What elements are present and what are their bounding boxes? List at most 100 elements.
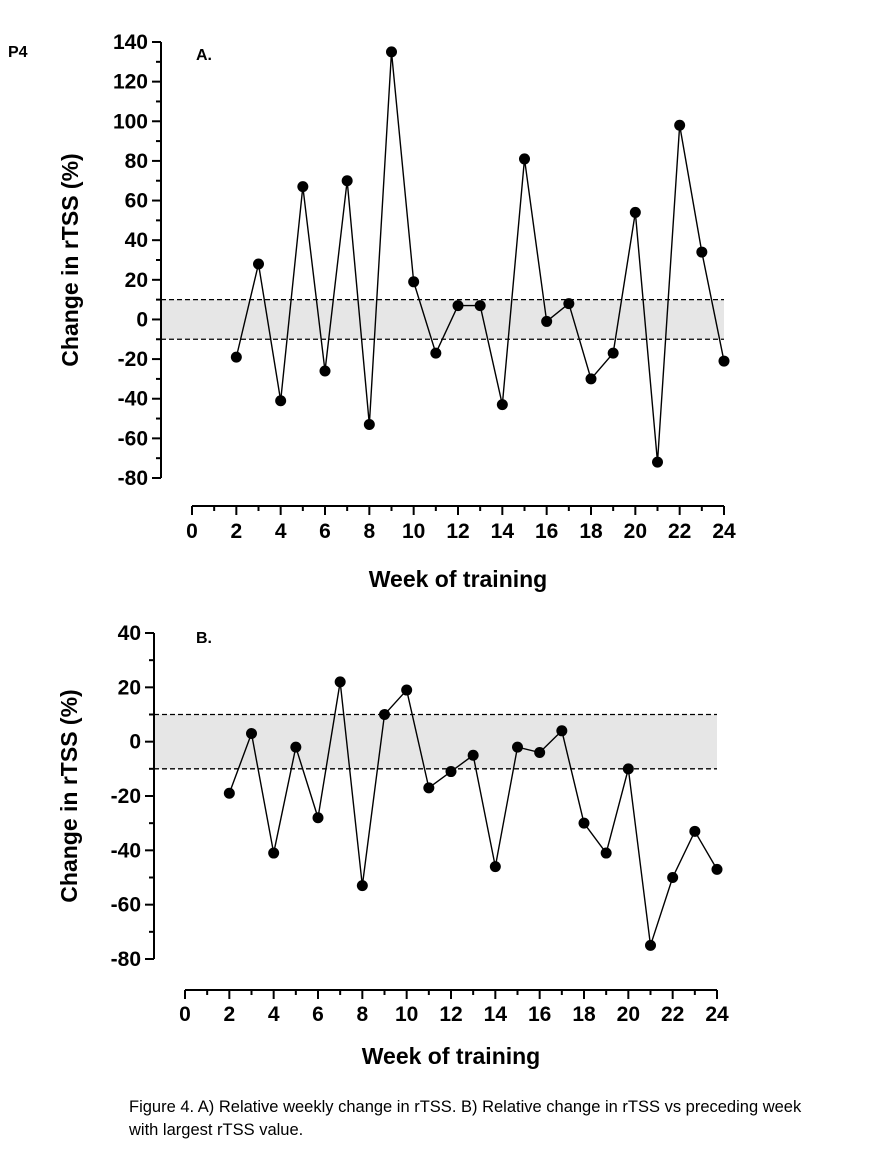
panel-a-data-point — [230, 351, 242, 363]
panel-a-y-tick-label: 20 — [125, 269, 148, 292]
panel-b-data-point — [312, 812, 324, 824]
panel-a-x-tick-label: 14 — [491, 520, 515, 543]
panel-b-x-tick-label: 22 — [661, 1003, 684, 1026]
panel-b-data-point — [711, 863, 723, 875]
panel-b-x-tick-label: 18 — [572, 1003, 596, 1026]
panel-a-x-tick-label: 4 — [275, 520, 287, 543]
panel-b-data-point — [489, 861, 501, 873]
panel-a-data-point — [275, 395, 287, 407]
panel-a-data-point — [607, 347, 619, 359]
panel-a-data-point — [496, 399, 508, 411]
panel-a-y-axis-title: Change in rTSS (%) — [57, 153, 83, 366]
panel-a-reference-band — [161, 299, 724, 340]
panel-a-data-point — [452, 300, 464, 312]
panel-a-y-tick-label: 140 — [113, 31, 148, 54]
panel-b-x-axis-title: Week of training — [362, 1043, 541, 1069]
panel-a-y-tick-label: -20 — [118, 348, 148, 371]
panel-b-data-point — [379, 709, 390, 720]
panel-a-y-tick-label: 0 — [136, 308, 148, 331]
panel-b-y-tick-label: 20 — [118, 676, 141, 699]
panel-b-data-point — [268, 847, 280, 859]
panel-b-label: B. — [196, 630, 212, 647]
panel-a-x-tick-label: 16 — [535, 520, 558, 543]
panel-a-data-point — [541, 315, 553, 327]
panel-a-y-tick-label: 40 — [125, 229, 148, 252]
page-label: P4 — [8, 44, 28, 61]
panel-a-data-point — [363, 418, 375, 430]
panel-b-data-point — [445, 766, 457, 778]
panel-a-x-tick-label: 8 — [363, 520, 375, 543]
panel-b-data-point — [667, 872, 679, 883]
panel-a-y-tick-label: -60 — [118, 427, 148, 450]
panel-b-data-point — [534, 747, 546, 759]
panel-a-data-point — [585, 373, 597, 385]
panel-b-x-tick-label: 10 — [395, 1003, 418, 1026]
panel-a-x-axis-title: Week of training — [369, 566, 548, 592]
panel-b-x-tick-label: 16 — [528, 1003, 551, 1026]
panel-b-data-point — [622, 763, 634, 775]
panel-b-x-tick-label: 4 — [268, 1003, 280, 1026]
panel-a-data-point — [297, 181, 309, 193]
panel-b-y-tick-label: -60 — [111, 894, 141, 917]
panel-b-x-tick-label: 8 — [356, 1003, 368, 1026]
panel-a-data-point — [696, 246, 708, 258]
panel-b-x-tick-label: 24 — [705, 1003, 729, 1026]
panel-b-y-axis-title: Change in rTSS (%) — [56, 689, 82, 902]
panel-b-data-point — [246, 728, 257, 740]
panel-b-data-point — [334, 676, 346, 688]
panel-b-data-point — [600, 847, 612, 859]
panel-b-x-tick-label: 20 — [617, 1003, 640, 1026]
panel-b-y-tick-label: 40 — [118, 622, 141, 645]
panel-a-x-tick-label: 6 — [319, 520, 331, 543]
panel-a-x-tick-label: 22 — [668, 520, 691, 543]
panel-a-y-tick-label: -80 — [118, 467, 148, 490]
panel-a-y-tick-label: 80 — [125, 150, 148, 173]
figure-caption: Figure 4. A) Relative weekly change in r… — [129, 1098, 802, 1139]
panel-b-data-point — [401, 684, 413, 696]
panel-a-label: A. — [196, 47, 212, 64]
panel-a-data-point — [341, 175, 353, 187]
panel-b-data-point — [512, 741, 523, 753]
panel-a-data-point — [408, 276, 420, 288]
panel-b-data-point — [645, 939, 656, 951]
panel-b-data-point — [578, 817, 590, 829]
panel-a-x-tick-label: 0 — [186, 520, 198, 543]
panel-b-y-tick-label: -20 — [111, 785, 141, 808]
panel-b-y-tick-label: 0 — [129, 731, 141, 754]
panel-a-x-tick-label: 2 — [230, 520, 242, 543]
panel-a-y-tick-label: -40 — [118, 388, 148, 411]
panel-a-y-tick-label: 60 — [125, 190, 148, 213]
panel-b-data-point — [223, 787, 235, 799]
panel-a-series-line — [235, 51, 725, 463]
panel-a-data-point — [430, 347, 442, 359]
panel-a-data-point — [652, 456, 663, 468]
panel-a-y-tick-label: 120 — [113, 71, 148, 94]
panel-b-y-tick-label: -80 — [111, 948, 141, 971]
panel-b-x-tick-label: 12 — [439, 1003, 462, 1026]
panel-b-data-point — [556, 725, 568, 737]
panel-b-y-tick-label: -40 — [111, 839, 141, 862]
panel-b-reference-band — [154, 714, 717, 769]
panel-b-x-tick-label: 14 — [484, 1003, 508, 1026]
panel-b-x-tick-label: 6 — [312, 1003, 324, 1026]
panel-a-x-tick-label: 12 — [446, 520, 469, 543]
panel-a-x-tick-label: 20 — [624, 520, 647, 543]
panel-a-x-tick-label: 24 — [712, 520, 736, 543]
panel-a-data-point — [386, 46, 397, 58]
panel-b-data-point — [467, 749, 479, 761]
panel-a-data-point — [563, 298, 575, 310]
panel-b-data-point — [689, 825, 701, 837]
panel-a-data-point — [674, 119, 686, 131]
panel-a-data-point — [718, 355, 730, 367]
panel-a-x-tick-label: 10 — [402, 520, 425, 543]
panel-a-data-point — [474, 300, 486, 312]
panel-b-data-point — [423, 782, 435, 794]
panel-a-data-point — [319, 365, 331, 377]
panel-a-data-point — [629, 206, 641, 218]
panel-a-y-tick-label: 100 — [113, 110, 148, 133]
panel-b-x-tick-label: 2 — [223, 1003, 235, 1026]
panel-b-x-tick-label: 0 — [179, 1003, 191, 1026]
